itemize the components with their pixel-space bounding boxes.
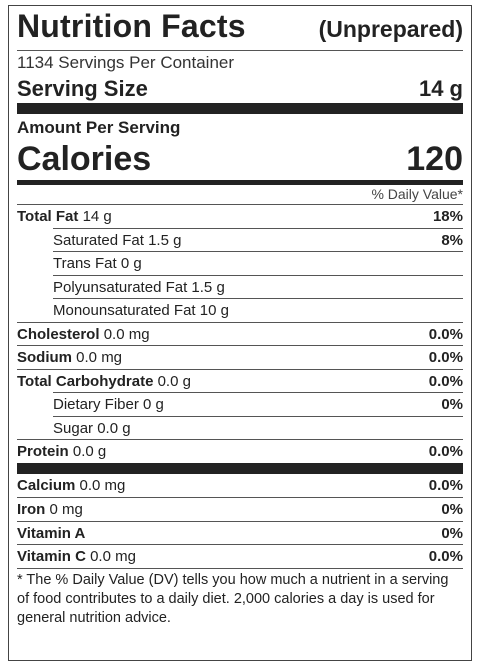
nutrient-amount: 0.0 g (97, 419, 131, 437)
vitamin-name: Vitamin C (17, 548, 86, 565)
nutrient-dv: 0.0% (428, 325, 463, 343)
nutrient-amount: 0.0 g (72, 443, 107, 460)
label-title: Nutrition Facts (17, 8, 246, 44)
nutrient-amount: 0.0 g (157, 372, 191, 390)
nutrient-row: Trans Fat 0 g (53, 251, 463, 275)
nutrient-amount: 0.0 mg (76, 349, 123, 366)
vitamin-row: Vitamin A 0% (17, 520, 463, 545)
nutrient-dv: 0.0% (428, 349, 463, 366)
nutrient-dv: 0.0% (428, 443, 463, 460)
nutrient-name: Cholesterol (17, 325, 100, 343)
vitamin-amount: 0.0 mg (90, 548, 136, 565)
title-row: Nutrition Facts (Unprepared) (17, 6, 463, 50)
vitamin-amount: 0 mg (49, 501, 83, 518)
vitamin-dv: 0% (441, 524, 463, 542)
vitamin-name: Calcium (17, 476, 76, 494)
nutrient-name: Protein (17, 443, 69, 460)
nutrient-name: Polyunsaturated Fat (53, 278, 188, 296)
preparation-state: (Unprepared) (318, 16, 463, 42)
nutrient-row: Total Fat 14 g 18% (17, 204, 463, 228)
nutrient-name: Total Carbohydrate (17, 372, 154, 390)
nutrient-row: Total Carbohydrate 0.0 g 0.0% (17, 368, 463, 393)
vitamin-dv: 0.0% (428, 548, 463, 565)
nutrient-dv: 0% (441, 396, 463, 413)
nutrient-name: Saturated Fat (53, 231, 144, 249)
calories-label: Calories (17, 140, 152, 178)
nutrient-row: Monounsaturated Fat 10 g (53, 298, 463, 322)
vitamin-amount: 0.0 mg (79, 476, 126, 494)
nutrient-name: Sodium (17, 349, 72, 366)
serving-size-value: 14 g (418, 76, 463, 101)
serving-size-label: Serving Size (17, 76, 148, 101)
nutrient-row: Sugar 0.0 g (53, 415, 463, 440)
servings-per-container: 1134 Servings Per Container (17, 53, 235, 72)
thick-divider (17, 103, 463, 114)
nutrient-name: Sugar (53, 419, 94, 437)
nutrient-dv: 8% (441, 231, 463, 249)
calories-value: 120 (406, 140, 463, 178)
vitamin-name: Vitamin A (17, 524, 86, 542)
nutrient-name: Total Fat (17, 208, 79, 225)
nutrient-amount: 0 g (120, 255, 142, 272)
footnote: * The % Daily Value (DV) tells you how m… (17, 567, 463, 628)
nutrition-facts-label: Nutrition Facts (Unprepared) 1134 Servin… (8, 5, 472, 661)
nutrient-row: Saturated Fat 1.5 g 8% (53, 227, 463, 252)
nutrient-row: Protein 0.0 g 0.0% (17, 439, 463, 463)
vitamin-dv: 0.0% (428, 476, 463, 494)
nutrient-name: Dietary Fiber (53, 396, 139, 413)
nutrient-amount: 1.5 g (191, 278, 225, 296)
vitamin-row: Iron 0 mg 0% (17, 497, 463, 521)
nutrient-amount: 0 g (143, 396, 164, 413)
medium-divider (17, 180, 463, 185)
amount-per-serving: Amount Per Serving (17, 118, 181, 137)
nutrient-row: Sodium 0.0 mg 0.0% (17, 345, 463, 369)
nutrient-name: Monounsaturated Fat (53, 302, 196, 319)
nutrient-row: Polyunsaturated Fat 1.5 g (53, 274, 463, 299)
calories-row: Calories 120 (17, 140, 463, 180)
nutrient-row: Dietary Fiber 0 g 0% (53, 392, 463, 416)
divider (17, 50, 463, 51)
vitamin-name: Iron (17, 501, 46, 518)
nutrient-dv: 0.0% (428, 372, 463, 390)
nutrient-dv: 18% (432, 208, 463, 225)
nutrient-amount: 14 g (82, 208, 112, 225)
nutrient-amount: 10 g (199, 302, 229, 319)
nutrient-amount: 1.5 g (148, 231, 182, 249)
vitamin-row: Calcium 0.0 mg 0.0% (17, 474, 463, 498)
vitamin-row: Vitamin C 0.0 mg 0.0% (17, 544, 463, 568)
vitamin-dv: 0% (441, 501, 463, 518)
nutrient-row: Cholesterol 0.0 mg 0.0% (17, 321, 463, 346)
serving-size-row: Serving Size 14 g (17, 75, 463, 103)
nutrient-name: Trans Fat (53, 255, 117, 272)
daily-value-header: % Daily Value* (371, 186, 463, 202)
thick-divider (17, 462, 463, 474)
nutrient-amount: 0.0 mg (103, 325, 150, 343)
